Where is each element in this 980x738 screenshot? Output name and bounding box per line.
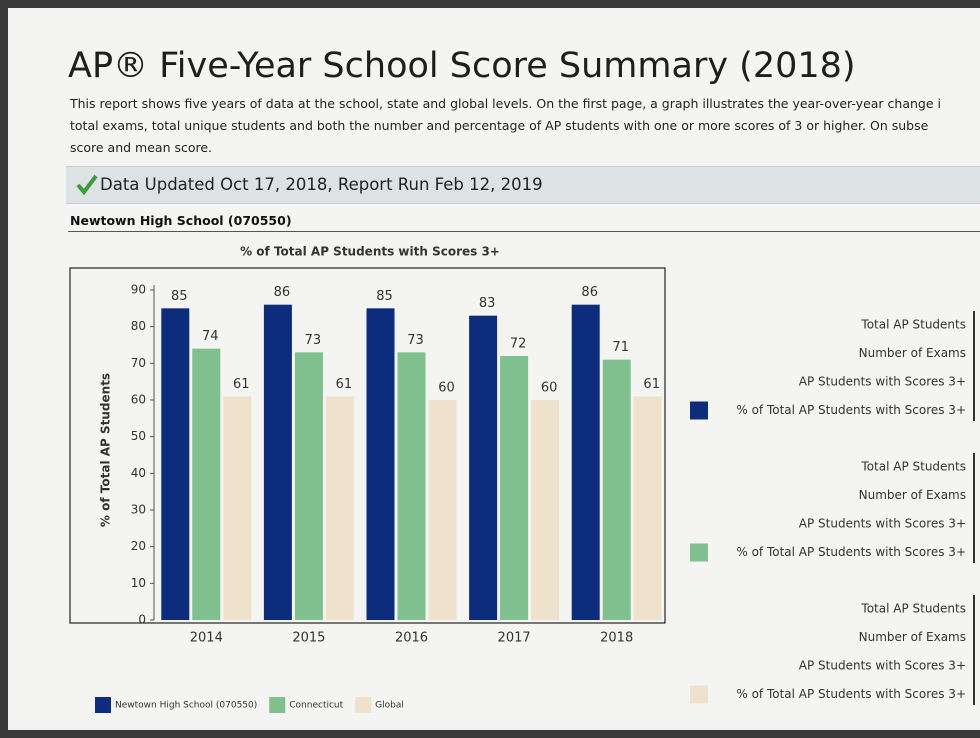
bar xyxy=(633,396,662,620)
y-tick-label: 10 xyxy=(131,576,146,590)
data-label: 86 xyxy=(581,285,598,300)
panel-row-label: % of Total AP Students with Scores 3+ xyxy=(736,687,966,701)
description-line: score and mean score. xyxy=(70,140,213,155)
data-label: 86 xyxy=(274,285,291,300)
data-label: 60 xyxy=(438,381,455,396)
x-tick-label: 2014 xyxy=(190,631,223,646)
y-tick-label: 90 xyxy=(131,283,146,297)
y-tick-label: 80 xyxy=(131,319,146,333)
panel-swatch xyxy=(690,401,708,420)
bar xyxy=(571,304,600,620)
bar xyxy=(223,396,252,620)
panel-row-label: Number of Exams xyxy=(859,630,966,644)
panel-row-label: % of Total AP Students with Scores 3+ xyxy=(736,403,966,417)
y-tick-label: 50 xyxy=(131,429,146,443)
legend-label: Newtown High School (070550) xyxy=(115,701,257,711)
panel-row-label: Total AP Students xyxy=(860,460,966,474)
y-tick-label: 0 xyxy=(138,613,146,627)
y-tick-label: 40 xyxy=(131,466,146,480)
plot-frame xyxy=(69,267,666,624)
data-label: 85 xyxy=(171,289,188,304)
y-tick-label: 20 xyxy=(131,539,146,553)
panel-row-label: % of Total AP Students with Scores 3+ xyxy=(736,545,966,559)
data-label: 61 xyxy=(643,377,660,392)
bar xyxy=(469,315,498,620)
x-tick-label: 2015 xyxy=(292,631,325,646)
checkmark xyxy=(76,174,98,196)
bar xyxy=(192,348,221,620)
panel-row-label: AP Students with Scores 3+ xyxy=(799,517,966,531)
data-label: 61 xyxy=(233,377,250,392)
bar xyxy=(366,308,395,620)
data-label: 83 xyxy=(479,296,496,311)
data-label: 60 xyxy=(541,381,558,396)
panel-row-label: Number of Exams xyxy=(859,488,966,502)
legend-swatch xyxy=(355,697,372,713)
y-axis-label: % of Total AP Students xyxy=(99,373,113,527)
bar xyxy=(602,359,631,620)
data-label: 71 xyxy=(612,340,629,355)
bar xyxy=(397,352,426,620)
panel-row-label: Total AP Students xyxy=(860,602,966,616)
description-line: total exams, total unique students and b… xyxy=(70,118,929,133)
report-title: AP® Five-Year School Score Summary (2018… xyxy=(68,46,856,86)
bar xyxy=(325,396,354,620)
data-label: 73 xyxy=(407,333,424,348)
bar xyxy=(263,304,292,620)
panel-swatch xyxy=(690,543,708,562)
bar xyxy=(294,352,323,620)
panel-row-label: Total AP Students xyxy=(860,318,966,332)
panel-row-label: Number of Exams xyxy=(859,346,966,360)
y-tick-label: 70 xyxy=(131,356,146,370)
y-tick-label: 60 xyxy=(131,393,146,407)
legend-swatch xyxy=(95,697,111,713)
x-tick-label: 2016 xyxy=(395,631,428,646)
bar xyxy=(161,308,190,620)
legend-label: Connecticut xyxy=(289,701,343,711)
divider xyxy=(68,231,980,232)
panel-row-label: AP Students with Scores 3+ xyxy=(799,375,966,389)
bar xyxy=(500,356,529,620)
chart-title: % of Total AP Students with Scores 3+ xyxy=(240,245,500,259)
description-line: This report shows five years of data at … xyxy=(70,96,941,111)
update-text: Data Updated Oct 17, 2018, Report Run Fe… xyxy=(100,175,543,194)
x-tick-label: 2018 xyxy=(600,631,633,646)
data-label: 73 xyxy=(305,333,322,348)
data-label: 72 xyxy=(510,337,527,352)
legend-label: Global xyxy=(375,701,404,711)
data-label: 74 xyxy=(202,329,219,344)
x-tick-label: 2017 xyxy=(498,631,531,646)
panel-swatch xyxy=(690,685,708,704)
update-bar: Data Updated Oct 17, 2018, Report Run Fe… xyxy=(66,166,980,204)
y-tick-label: 30 xyxy=(131,503,146,517)
legend-swatch xyxy=(269,697,286,713)
school-name: Newtown High School (070550) xyxy=(70,213,292,228)
panel-row-label: AP Students with Scores 3+ xyxy=(799,659,966,673)
bar xyxy=(531,400,560,620)
bar xyxy=(428,400,457,620)
data-label: 85 xyxy=(376,289,393,304)
data-label: 61 xyxy=(336,377,353,392)
